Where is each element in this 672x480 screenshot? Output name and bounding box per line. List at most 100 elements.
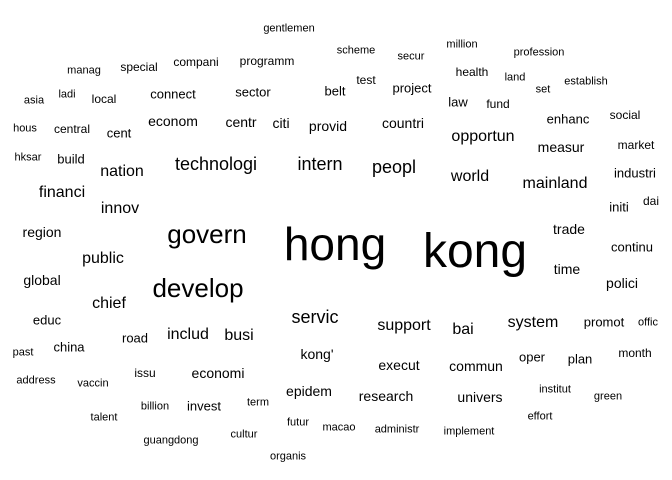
word-market: market: [617, 138, 655, 152]
word-implement: implement: [443, 425, 495, 438]
word-land: land: [504, 71, 526, 84]
word-law: law: [448, 94, 468, 110]
word-innov: innov: [100, 200, 140, 217]
word-univers: univers: [457, 389, 503, 405]
word-trade: trade: [553, 221, 585, 237]
word-gentlemen: gentlemen: [263, 22, 315, 35]
word-institut: institut: [539, 383, 571, 396]
word-month: month: [618, 346, 652, 360]
word-programm: programm: [239, 54, 295, 68]
word-local: local: [91, 92, 117, 106]
word-servic: servic: [291, 307, 339, 327]
word-health: health: [455, 65, 489, 79]
word-opportun: opportun: [451, 128, 515, 145]
word-kong: kong: [422, 225, 528, 278]
word-polici: polici: [606, 275, 638, 291]
word-busi: busi: [224, 327, 254, 344]
word-chief: chief: [92, 295, 126, 312]
word-set: set: [535, 83, 551, 96]
word-econom: econom: [148, 113, 198, 129]
word-road: road: [121, 330, 149, 346]
word-mainland: mainland: [522, 175, 588, 192]
word-public: public: [82, 250, 124, 267]
word-execut: execut: [378, 357, 420, 373]
word-talent: talent: [90, 411, 118, 424]
word-effort: effort: [527, 410, 553, 423]
word-dai: dai: [642, 194, 660, 208]
word-govern: govern: [167, 219, 247, 249]
word-invest: invest: [187, 398, 221, 414]
word-epidem: epidem: [286, 383, 332, 399]
word-technologi: technologi: [174, 154, 258, 174]
word-macao: macao: [322, 421, 356, 434]
word-scheme: scheme: [336, 44, 376, 57]
word-establish: establish: [564, 75, 608, 88]
word-fund: fund: [486, 97, 510, 111]
word-countri: countri: [381, 115, 425, 131]
word-green: green: [593, 390, 623, 403]
word-system: system: [507, 314, 559, 331]
word-hong: hong: [283, 218, 387, 270]
word-build: build: [57, 151, 85, 167]
word-issu: issu: [134, 366, 156, 380]
word-futur: futur: [286, 416, 310, 429]
word-intern: intern: [297, 154, 343, 174]
word-billion: billion: [140, 400, 170, 413]
word-provid: provid: [308, 118, 348, 134]
word-administr: administr: [374, 423, 420, 436]
word-secur: secur: [397, 50, 425, 63]
word-industri: industri: [614, 165, 656, 181]
word-region: region: [22, 224, 62, 240]
word-china: china: [53, 339, 85, 355]
word-connect: connect: [150, 86, 196, 102]
word-nation: nation: [100, 163, 144, 180]
word-organis: organis: [269, 450, 307, 463]
word-manag: manag: [67, 64, 101, 77]
word-past: past: [12, 346, 34, 359]
word-sector: sector: [235, 84, 271, 100]
word-global: global: [23, 272, 61, 288]
word-term: term: [247, 396, 269, 409]
word-hksar: hksar: [14, 151, 42, 164]
word-time: time: [553, 261, 581, 277]
word-promot: promot: [583, 314, 625, 330]
word-initi: initi: [609, 199, 629, 215]
word-bai: bai: [452, 321, 474, 338]
word-support: support: [377, 317, 431, 334]
word-offic: offic: [638, 316, 658, 329]
word-asia: asia: [23, 94, 45, 107]
word-belt: belt: [324, 83, 346, 99]
word-cultur: cultur: [230, 428, 258, 441]
word-plan: plan: [567, 351, 593, 367]
word-special: special: [120, 60, 158, 74]
word-educ: educ: [32, 312, 62, 328]
word-social: social: [609, 108, 641, 122]
word-develop: develop: [152, 273, 244, 303]
word-oper: oper: [518, 349, 546, 365]
word-hous: hous: [13, 122, 37, 135]
word-centr: centr: [225, 114, 257, 130]
word-address: address: [16, 374, 56, 387]
word-includ: includ: [167, 326, 209, 343]
word-enhanc: enhanc: [546, 111, 590, 127]
word-cent: cent: [106, 125, 132, 141]
word-economi: economi: [191, 365, 245, 381]
word-financi: financi: [38, 184, 86, 201]
word-commun: commun: [449, 358, 503, 374]
word-citi: citi: [272, 115, 290, 131]
word-vaccin: vaccin: [77, 377, 109, 390]
word-project: project: [392, 80, 432, 96]
word-research: research: [358, 388, 414, 404]
word-world: world: [450, 168, 490, 185]
word-compani: compani: [173, 55, 219, 69]
word-guangdong: guangdong: [143, 434, 199, 447]
word-test: test: [356, 73, 376, 87]
word-central: central: [53, 122, 91, 136]
word-profession: profession: [513, 46, 565, 59]
word-peopl: peopl: [371, 157, 417, 177]
word-continu: continu: [611, 239, 653, 255]
word-million: million: [446, 38, 478, 51]
word-measur: measur: [537, 139, 585, 155]
word-ladi: ladi: [58, 88, 76, 101]
